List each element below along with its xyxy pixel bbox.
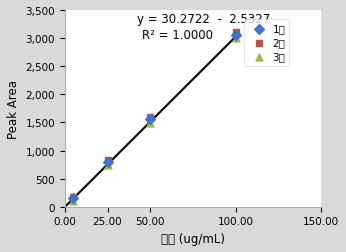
2자 (147, 115, 153, 119)
3자 (147, 121, 153, 125)
X-axis label: 농도 (ug/mL): 농도 (ug/mL) (161, 232, 225, 245)
Legend: 1자, 2자, 3자: 1자, 2자, 3자 (244, 20, 289, 67)
3자 (233, 37, 238, 41)
Text: R² = 1.0000: R² = 1.0000 (142, 29, 213, 42)
2자 (233, 31, 238, 35)
1자 (147, 117, 153, 121)
Text: y = 30.2722  -  2.5327: y = 30.2722 - 2.5327 (137, 13, 270, 26)
1자 (71, 197, 76, 201)
1자 (105, 160, 110, 164)
3자 (71, 199, 76, 203)
3자 (105, 163, 110, 167)
1자 (233, 34, 238, 38)
2자 (105, 159, 110, 163)
Y-axis label: Peak Area: Peak Area (7, 80, 20, 138)
2자 (71, 195, 76, 199)
